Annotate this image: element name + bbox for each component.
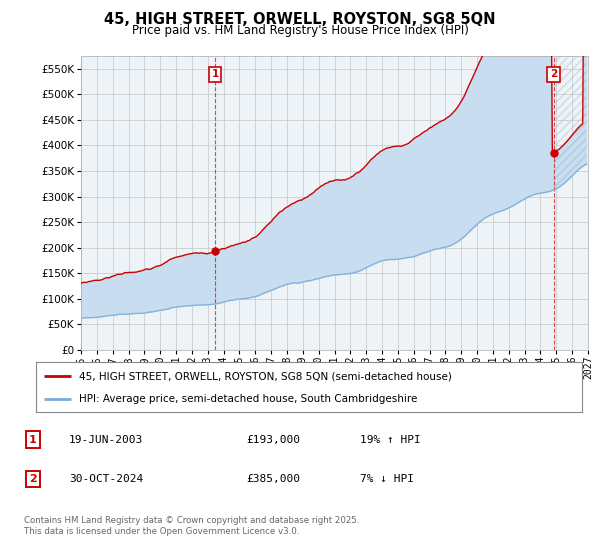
Text: 7% ↓ HPI: 7% ↓ HPI [360,474,414,484]
Text: 19-JUN-2003: 19-JUN-2003 [69,435,143,445]
Text: HPI: Average price, semi-detached house, South Cambridgeshire: HPI: Average price, semi-detached house,… [79,394,417,404]
Text: Price paid vs. HM Land Registry's House Price Index (HPI): Price paid vs. HM Land Registry's House … [131,24,469,36]
Text: £385,000: £385,000 [246,474,300,484]
Text: 30-OCT-2024: 30-OCT-2024 [69,474,143,484]
Text: 45, HIGH STREET, ORWELL, ROYSTON, SG8 5QN: 45, HIGH STREET, ORWELL, ROYSTON, SG8 5Q… [104,12,496,27]
Text: Contains HM Land Registry data © Crown copyright and database right 2025.
This d: Contains HM Land Registry data © Crown c… [24,516,359,536]
Text: 2: 2 [29,474,37,484]
Text: 19% ↑ HPI: 19% ↑ HPI [360,435,421,445]
Text: 1: 1 [211,69,218,79]
Text: 1: 1 [29,435,37,445]
Text: 2: 2 [550,69,557,79]
Text: 45, HIGH STREET, ORWELL, ROYSTON, SG8 5QN (semi-detached house): 45, HIGH STREET, ORWELL, ROYSTON, SG8 5Q… [79,371,451,381]
Text: £193,000: £193,000 [246,435,300,445]
